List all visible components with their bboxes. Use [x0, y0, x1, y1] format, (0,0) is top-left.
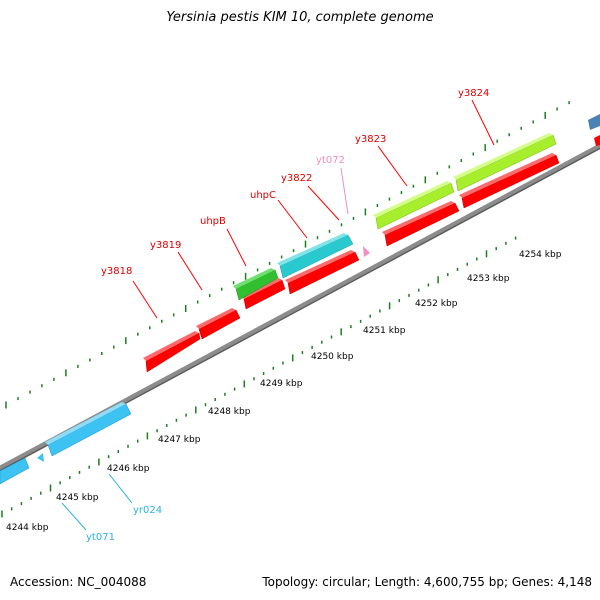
scale-tick-label: 4248 kbp	[208, 407, 251, 417]
gene-arrow-y3822[interactable]	[287, 251, 360, 295]
gene-arrow-uhpB[interactable]	[235, 269, 279, 301]
gene-arrow-y3822-2top	[382, 201, 455, 235]
scale-tick-label: 4254 kbp	[519, 250, 562, 260]
accession-info: Accession: NC_004088	[10, 575, 146, 589]
gene-label-yr024[interactable]: yr024	[133, 505, 162, 516]
gene-arrow-y3822-top	[285, 250, 355, 283]
scale-tick-label: 4251 kbp	[363, 326, 406, 336]
callout-y3823	[377, 145, 408, 187]
gene-arrow-y3823[interactable]	[375, 182, 455, 230]
genes-value: 4,148	[557, 575, 592, 589]
genome-summary: Topology: circular; Length: 4,600,755 bp…	[262, 575, 592, 589]
gene-arrow-yr024-top	[45, 402, 126, 445]
gene-label-y3824[interactable]: y3824	[458, 88, 489, 99]
gene-arrow-uhpC-top	[277, 233, 348, 266]
callout-yr024	[108, 473, 133, 504]
gene-arrow-y3819-2b	[241, 278, 282, 299]
gene-label-yt072[interactable]: yt072	[316, 155, 345, 166]
scale-tick-label: 4246 kbp	[107, 464, 150, 474]
callout-yt072	[340, 167, 349, 215]
gene-arrow-y3819[interactable]	[198, 309, 241, 340]
scale-labels: 4244 kbp 4245 kbp 4246 kbp 4247 kbp 4248 kbp…	[6, 250, 562, 533]
accession-value: NC_004088	[77, 575, 147, 589]
scale-tick-label: 4250 kbp	[311, 352, 354, 362]
callout-y3819	[177, 251, 203, 291]
gene-label-yt071[interactable]: yt071	[86, 532, 115, 543]
genes-label: Genes:	[511, 575, 554, 589]
gene-arrow-y3824-2top	[459, 153, 556, 198]
gene-arrow-y3818-top	[143, 331, 199, 361]
gene-arrow-y3818[interactable]	[145, 332, 201, 373]
gene-arrow-y3824[interactable]	[455, 134, 557, 192]
topology-value: circular	[322, 575, 367, 589]
scale-tick-label: 4253 kbp	[467, 274, 510, 284]
lower-tick-row	[1, 236, 517, 518]
gene-label-y3822[interactable]: y3822	[281, 173, 312, 184]
feature-layer	[0, 114, 600, 485]
scale-tick-label: 4245 kbp	[56, 493, 99, 503]
scale-tick-label: 4252 kbp	[415, 299, 458, 309]
gene-label-uhpC[interactable]: uhpC	[250, 190, 276, 201]
callout-lines	[61, 99, 495, 531]
callout-uhpB	[226, 228, 247, 267]
callout-y3818	[132, 280, 158, 319]
accession-label: Accession:	[10, 575, 74, 589]
gene-arrow-y3824-2[interactable]	[461, 154, 560, 209]
scale-tick-label: 4249 kbp	[260, 379, 303, 389]
callout-uhpC	[277, 199, 308, 239]
gene-arrow-y3823-top	[373, 181, 451, 218]
gene-arrow-yt071[interactable]	[0, 457, 30, 485]
topology-label: Topology:	[262, 575, 319, 589]
feature-yt072[interactable]	[363, 246, 370, 257]
callout-y3824	[471, 99, 495, 146]
map-title: Yersinia pestis KIM 10, complete genome	[166, 10, 434, 25]
callout-yt071	[61, 502, 87, 531]
gene-arrow-uhpB-top	[233, 268, 275, 289]
gene-labels: y3818 y3819 uhpB uhpC y3822 yt072 y3823 …	[86, 88, 489, 543]
gene-arrow-edge-steel[interactable]	[588, 114, 600, 130]
callout-y3822	[307, 185, 340, 221]
scale-tick-label: 4247 kbp	[158, 435, 201, 445]
gene-label-y3819[interactable]: y3819	[150, 240, 181, 251]
gene-label-y3823[interactable]: y3823	[355, 134, 386, 145]
scale-tick-label: 4244 kbp	[6, 523, 49, 533]
feature-small-sky[interactable]	[37, 453, 44, 462]
gene-arrow-y3819-2[interactable]	[243, 279, 286, 310]
length-value: 4,600,755 bp	[423, 575, 504, 589]
gene-arrow-edge-red[interactable]	[594, 135, 600, 146]
gene-arrow-yr024[interactable]	[47, 403, 132, 457]
gene-arrow-y3824-top	[453, 133, 553, 180]
upper-tick-row	[5, 101, 570, 409]
gene-label-y3818[interactable]: y3818	[101, 266, 132, 277]
gene-label-uhpB[interactable]: uhpB	[200, 216, 226, 227]
gene-arrow-y3819-b	[196, 308, 236, 329]
length-label: Length:	[374, 575, 421, 589]
